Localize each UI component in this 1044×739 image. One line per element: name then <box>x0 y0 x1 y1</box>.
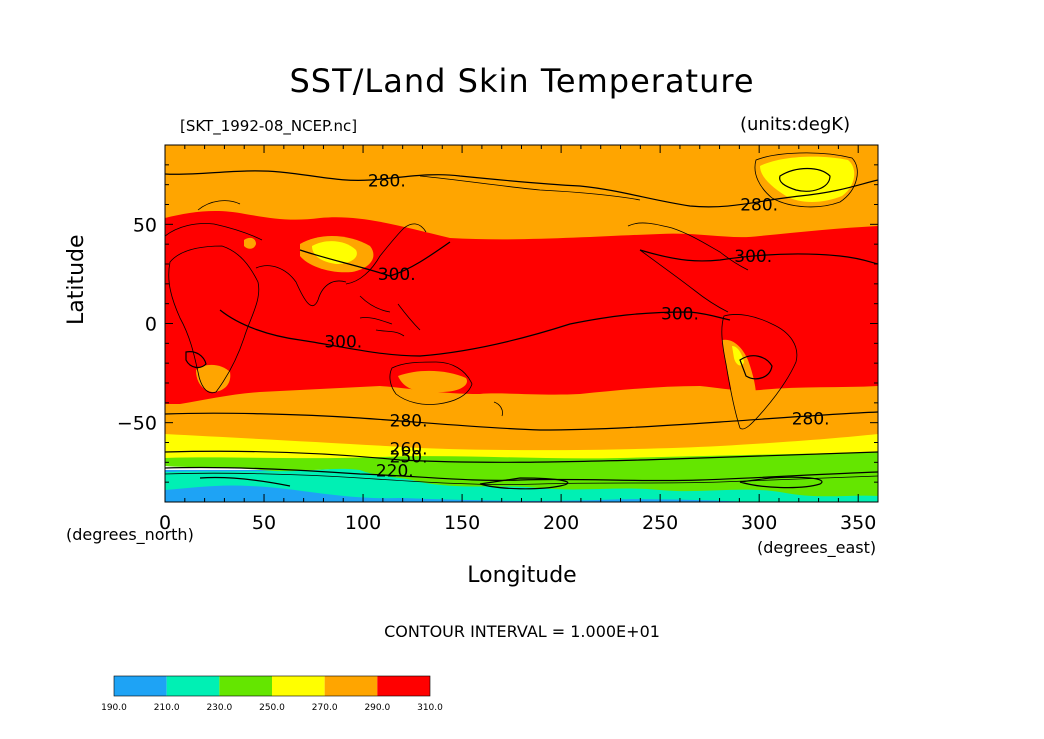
y-tick-label: 50 <box>133 214 157 236</box>
x-tick-label: 100 <box>345 512 381 534</box>
coast-maritime-continent <box>359 303 421 337</box>
colorbar-label: 290.0 <box>364 703 390 713</box>
x-tick-label: 300 <box>741 512 777 534</box>
coast-antarctica <box>165 472 878 485</box>
contour-lines <box>165 167 878 490</box>
axis-ticks <box>164 145 878 502</box>
y-axis-unit: (degrees_north) <box>66 525 194 544</box>
colorbar-frame <box>113 675 431 697</box>
contour-label: 260. <box>390 439 428 459</box>
contour-label: 300. <box>324 332 362 352</box>
contour-label: 300. <box>378 265 416 285</box>
contour-300-equator <box>219 309 731 357</box>
chart-title: SST/Land Skin Temperature <box>289 62 755 100</box>
coast-australia <box>389 361 503 417</box>
tibet-warm-core <box>312 241 357 264</box>
x-tick-label: 350 <box>840 512 876 534</box>
coast-greenland <box>754 152 858 208</box>
contour-label: 300. <box>661 305 699 325</box>
dataset-filename: [SKT_1992-08_NCEP.nc] <box>180 117 358 135</box>
band-290-310 <box>165 211 878 404</box>
tropics-orange-patch <box>244 237 256 249</box>
colorbar-label: 270.0 <box>312 703 338 713</box>
band-230-250 <box>165 450 878 497</box>
andes-region <box>722 339 757 430</box>
contour-interval-note: CONTOUR INTERVAL = 1.000E+01 <box>384 622 660 641</box>
contour-label: 220. <box>376 461 414 481</box>
contour-280-south <box>165 411 878 431</box>
contour-label: 300. <box>734 247 772 267</box>
y-tick-label: −50 <box>117 413 157 435</box>
colorbar-swatch <box>377 676 430 696</box>
andes-cold-core <box>732 346 744 366</box>
colorbar-label: 210.0 <box>154 703 180 713</box>
australia-interior <box>398 370 467 393</box>
contour-andes <box>739 355 773 380</box>
contour-africa <box>185 351 207 369</box>
contour-label: 250. <box>390 447 428 467</box>
x-axis-label: Longitude <box>467 563 577 588</box>
colorbar-label: 190.0 <box>101 703 127 713</box>
contour-220-south <box>199 476 823 490</box>
contour-label: 280. <box>792 410 830 430</box>
contour-label-group: 280. 280. 300. 300. 300. 300. 280. 280. 260.250.… <box>324 172 829 482</box>
coast-south-america <box>721 314 798 430</box>
x-axis-unit: (degrees_east) <box>757 538 877 557</box>
coastlines <box>165 152 878 485</box>
x-tick-label: 200 <box>543 512 579 534</box>
contour-greenland <box>779 167 831 192</box>
colorbar-label: 310.0 <box>417 703 443 713</box>
colorbar: 190.0 210.0 230.0 250.0 270.0 290.0 310.0 <box>101 675 443 713</box>
x-tick-label: 150 <box>444 512 480 534</box>
colorbar-swatch <box>166 676 220 696</box>
x-tick-label: 250 <box>642 512 678 534</box>
map-field: 280. 280. 300. 300. 300. 300. 280. 280. 260.250.… <box>165 145 878 502</box>
colorbar-swatch <box>219 676 272 696</box>
x-tick-label: 50 <box>252 512 276 534</box>
coast-north-america <box>627 222 749 313</box>
contour-label: 280. <box>368 172 406 192</box>
coast-siberia <box>419 175 641 201</box>
axis-tick-labels: 0 50 100 150 200 250 300 350 −50 0 50 <box>117 214 876 534</box>
band-250-270 <box>165 430 878 459</box>
y-tick-label: 0 <box>145 314 157 336</box>
contour-230-south <box>165 466 878 482</box>
colorbar-swatch <box>324 676 378 696</box>
contour-label: 280. <box>740 196 778 216</box>
greenland-cap <box>760 156 855 202</box>
colorbar-label: 250.0 <box>259 703 285 713</box>
southern-africa-region <box>196 364 231 392</box>
contour-300-north <box>299 241 878 277</box>
colorbar-label: 230.0 <box>206 703 232 713</box>
colorbar-swatch <box>272 676 325 696</box>
contour-label: 280. <box>390 412 428 432</box>
coast-arabia-india <box>255 265 347 307</box>
coast-europe <box>165 200 263 241</box>
coast-africa <box>168 245 260 394</box>
coast-east-asia <box>345 223 427 313</box>
colorbar-swatch <box>114 676 167 696</box>
x-tick-label: 0 <box>159 512 171 534</box>
units-label: (units:degK) <box>740 114 851 135</box>
contour-260-south <box>165 450 878 463</box>
